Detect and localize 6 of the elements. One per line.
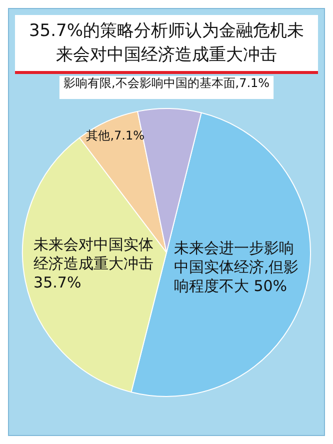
data-label: 35.7% <box>34 274 82 292</box>
slice-label: 影响有限,不会影响中国的基本面,7.1% <box>63 76 270 90</box>
slice-label: 其他,7.1% <box>86 128 145 142</box>
slice-label: 未来会对中国实体经济造成重大冲击 <box>34 236 158 273</box>
slice-label: 未来会进一步影响中国实体经济,但影响程度不大 50% <box>174 238 299 295</box>
chart-title: 35.7%的策略分析师认为金融危机未来会对中国经济造成重大冲击 <box>15 15 318 74</box>
